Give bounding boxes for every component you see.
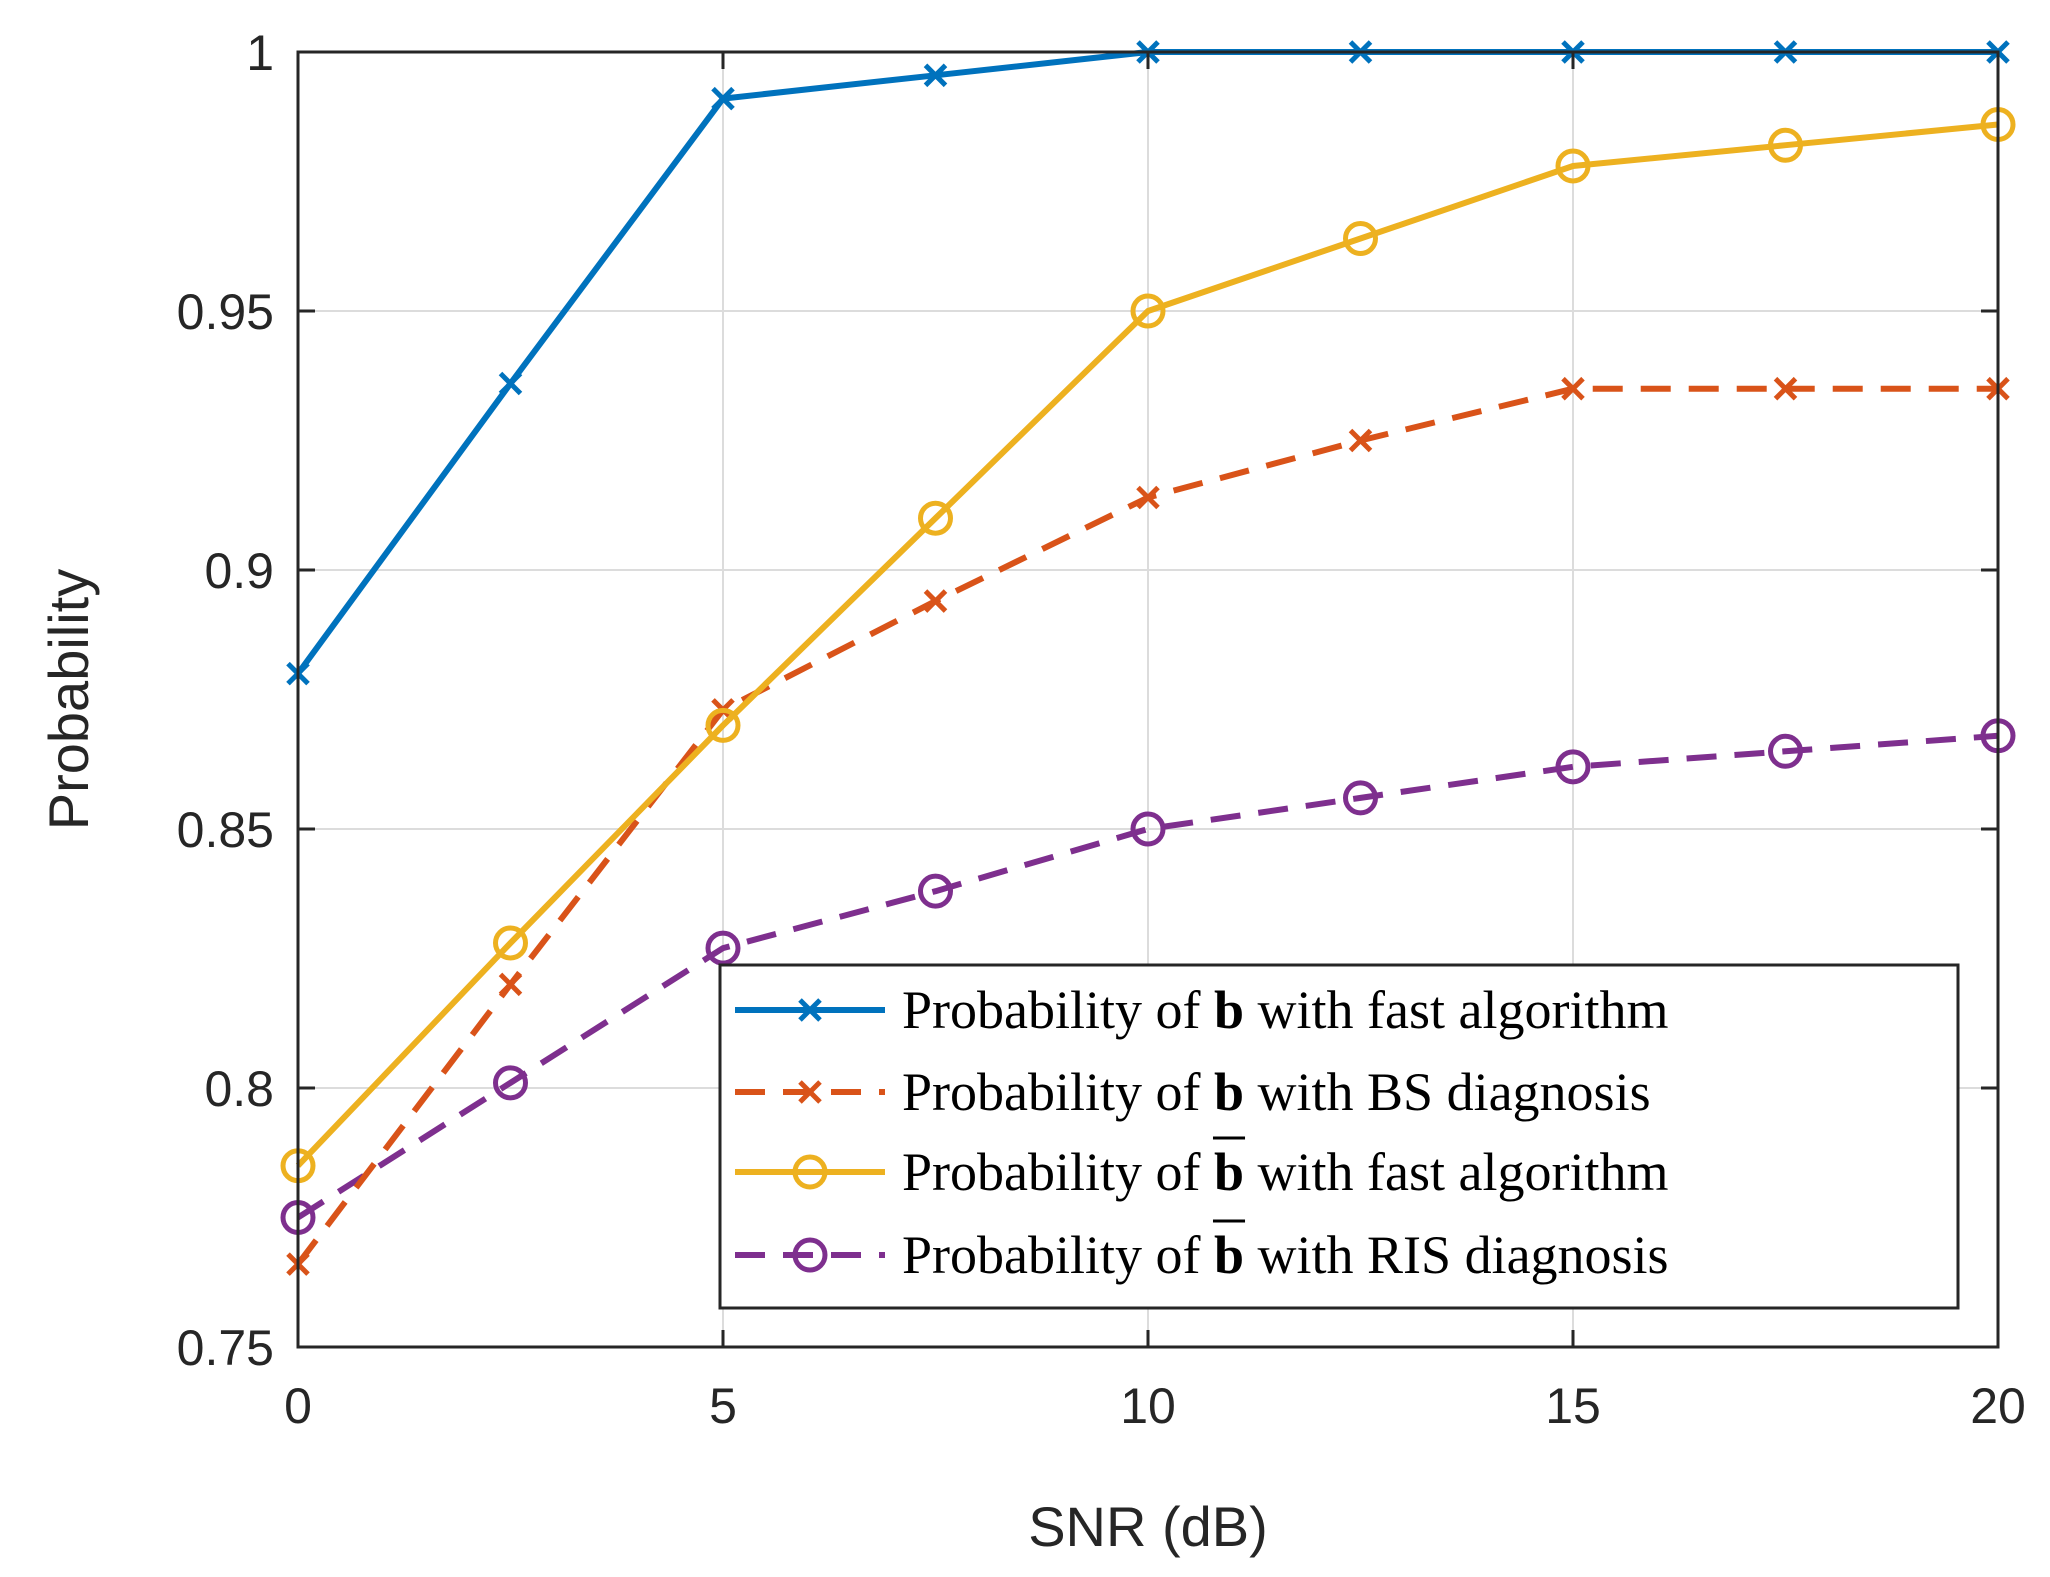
- axis-ticks: 0 5 10 15 20 0.75 0.8 0.85 0.9 0.95 1: [177, 25, 2026, 1434]
- legend-label: Probability of b with RIS diagnosis: [902, 1225, 1669, 1285]
- marker-stroke: [923, 63, 948, 88]
- x-tick-label: 20: [1970, 1378, 2026, 1434]
- data-point: [493, 1065, 528, 1101]
- marker-stroke: [798, 998, 822, 1022]
- marker-stroke: [711, 86, 735, 111]
- marker-stroke: [1561, 376, 1585, 401]
- legend-label-symbol: b: [1214, 1062, 1244, 1122]
- data-point: [1768, 127, 1803, 163]
- data-point: [1130, 293, 1166, 329]
- legend-label: Probability of b with fast algorithm: [902, 1142, 1668, 1202]
- x-tick-label: 10: [1120, 1378, 1176, 1434]
- x-tick-label: 15: [1545, 1378, 1601, 1434]
- legend-label-suffix: with BS diagnosis: [1244, 1062, 1651, 1122]
- data-point: [1555, 749, 1591, 785]
- legend-label-suffix: with fast algorithm: [1244, 1142, 1668, 1202]
- marker-stroke: [1773, 376, 1798, 401]
- legend-marker: [798, 1080, 822, 1104]
- legend-label-prefix: Probability of: [902, 1225, 1214, 1285]
- legend-label-suffix: with fast algorithm: [1244, 980, 1668, 1040]
- legend-item-3: Probability of b with fast algorithm: [735, 1136, 1668, 1202]
- marker-stroke: [1348, 428, 1373, 453]
- y-tick-label: 0.95: [177, 284, 274, 340]
- data-point: [1348, 428, 1373, 453]
- legend-label-prefix: Probability of: [902, 1142, 1214, 1202]
- legend-item-4: Probability of b with RIS diagnosis: [735, 1219, 1669, 1285]
- data-point: [1343, 780, 1378, 816]
- series-line: [295, 121, 1999, 1168]
- x-axis-label: SNR (dB): [1028, 1495, 1268, 1558]
- data-point: [1555, 148, 1591, 184]
- legend-marker: [792, 1237, 828, 1273]
- data-point: [498, 371, 523, 396]
- y-tick-label: 1: [246, 25, 274, 81]
- y-axis-label: Probability: [37, 569, 100, 830]
- data-point: [918, 873, 953, 909]
- x-tick-label: 5: [709, 1378, 737, 1434]
- legend-label-symbol: b: [1214, 980, 1244, 1040]
- legend-marker: [792, 1154, 828, 1190]
- x-tick-label: 0: [284, 1378, 312, 1434]
- marker-stroke: [923, 589, 948, 613]
- series-line: [296, 732, 1999, 1221]
- series-3: [280, 107, 2016, 1184]
- marker-stroke: [798, 1080, 822, 1104]
- data-point: [923, 589, 948, 613]
- data-point: [923, 63, 948, 88]
- data-point: [1561, 376, 1585, 401]
- legend-item-1: Probability of b with fast algorithm: [735, 980, 1668, 1040]
- data-point: [1343, 220, 1378, 256]
- legend-label-symbol: b: [1214, 1225, 1244, 1285]
- marker-stroke: [498, 371, 523, 396]
- data-point: [498, 972, 523, 997]
- legend-label: Probability of b with BS diagnosis: [902, 1062, 1651, 1122]
- data-point: [918, 500, 953, 536]
- legend-label-symbol: b: [1214, 1142, 1244, 1202]
- data-point: [1130, 811, 1166, 847]
- legend-marker: [798, 998, 822, 1022]
- y-tick-label: 0.9: [204, 543, 274, 599]
- legend-box: [718, 963, 1960, 1310]
- legend: Probability of b with fast algorithmProb…: [718, 963, 1960, 1310]
- y-tick-label: 0.85: [177, 802, 274, 858]
- y-tick-label: 0.8: [204, 1061, 274, 1117]
- y-tick-label: 0.75: [177, 1320, 274, 1376]
- data-point: [493, 925, 528, 961]
- legend-label: Probability of b with fast algorithm: [902, 980, 1668, 1040]
- marker-stroke: [1136, 485, 1160, 510]
- legend-label-suffix: with RIS diagnosis: [1244, 1225, 1669, 1285]
- marker-stroke: [498, 972, 523, 997]
- data-point: [1136, 485, 1160, 510]
- data-point: [705, 930, 741, 966]
- legend-item-2: Probability of b with BS diagnosis: [735, 1062, 1651, 1122]
- data-point: [711, 86, 735, 111]
- data-point: [705, 707, 741, 743]
- data-point: [1773, 376, 1798, 401]
- legend-label-prefix: Probability of: [902, 980, 1214, 1040]
- data-point: [1768, 733, 1803, 769]
- legend-label-prefix: Probability of: [902, 1062, 1214, 1122]
